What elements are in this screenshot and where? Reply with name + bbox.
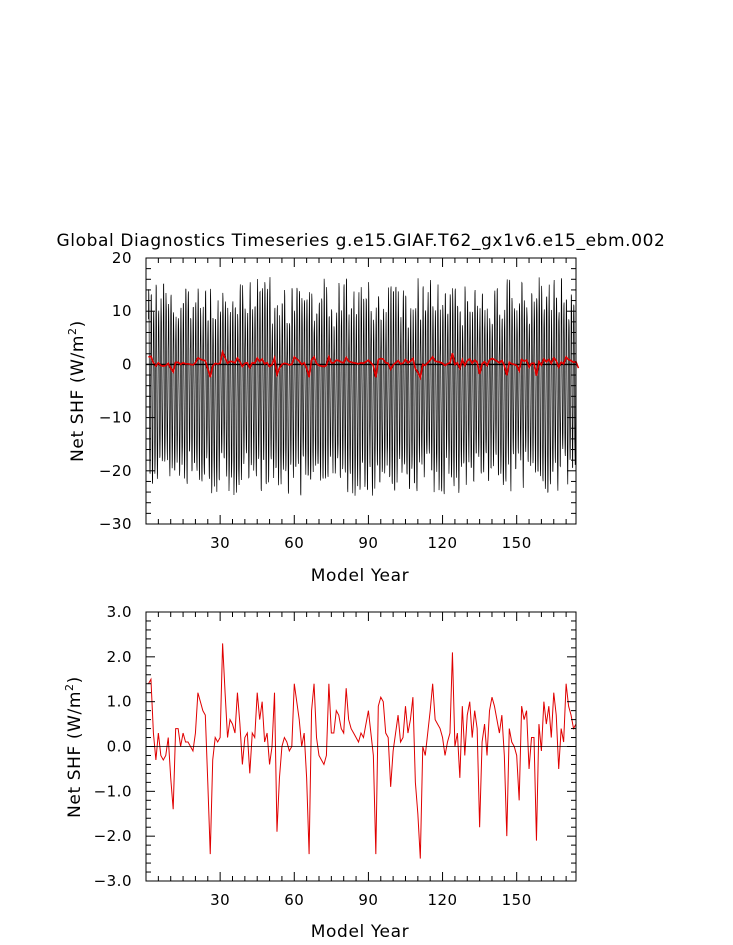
x-tick-label: 120 [427, 534, 457, 552]
y-tick-label: −1.0 [94, 782, 132, 800]
x-tick-label: 150 [502, 534, 532, 552]
y-tick-label: −3.0 [94, 872, 132, 890]
top-axis-ticks: 30 60 90 120 150 −30 −20 −10 0 10 20 [99, 249, 576, 552]
top-plot-frame [145, 257, 577, 525]
y-tick-label: 3.0 [107, 603, 132, 621]
x-tick-label: 60 [284, 891, 304, 909]
x-tick-label: 30 [210, 534, 230, 552]
bottom-annual-mean-line [148, 643, 576, 859]
top-monthly-line [148, 277, 576, 496]
y-tick-label: −30 [99, 515, 132, 533]
chart-bottom-panel: 30 60 90 120 150 −3.0 −2.0 −1.0 0.0 1.0 2.0 3.0 Mod… [63, 603, 577, 942]
x-tick-label: 60 [284, 534, 304, 552]
x-tick-label: 90 [358, 534, 378, 552]
chart-top-panel: 30 60 90 120 150 −30 −20 −10 0 10 20 Model Year Ne… [66, 249, 580, 586]
figure-title: Global Diagnostics Timeseries g.e15.GIAF… [57, 231, 666, 251]
top-series-group [148, 277, 576, 496]
top-y-axis-label: Net SHF (W/m2) [66, 320, 88, 462]
y-tick-label: 10 [112, 302, 132, 320]
bottom-plot-area [146, 643, 576, 859]
top-x-axis-label: Model Year [311, 566, 409, 586]
y-tick-label: −20 [99, 462, 132, 480]
x-tick-label: 120 [427, 891, 457, 909]
top-plot-area [146, 277, 580, 496]
y-tick-label: −10 [99, 409, 132, 427]
y-tick-label: 20 [112, 249, 132, 267]
y-tick-label: 0 [122, 355, 132, 373]
bottom-x-axis-label: Model Year [311, 922, 409, 942]
bottom-y-axis-label: Net SHF (W/m2) [63, 676, 85, 818]
bottom-series-group [148, 643, 576, 859]
top-annual-mean-overlay [148, 349, 580, 381]
y-tick-label: −2.0 [94, 827, 132, 845]
x-tick-label: 30 [210, 891, 230, 909]
x-tick-label: 90 [358, 891, 378, 909]
x-tick-label: 150 [502, 891, 532, 909]
y-tick-label: 2.0 [107, 648, 132, 666]
y-tick-label: 0.0 [107, 738, 132, 756]
y-tick-label: 1.0 [107, 693, 132, 711]
bottom-axis-ticks: 30 60 90 120 150 −3.0 −2.0 −1.0 0.0 1.0 2.0 3.0 [94, 603, 576, 909]
